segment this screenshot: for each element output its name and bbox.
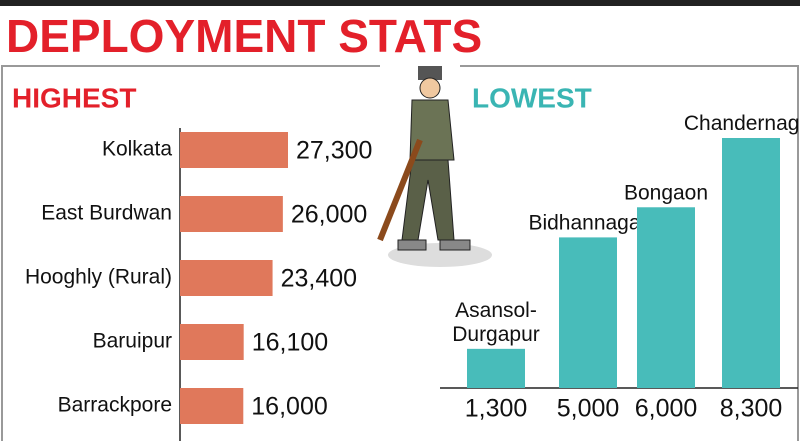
soldier-illustration [377, 66, 492, 267]
frame [1, 65, 799, 441]
section-title: HIGHEST [12, 82, 136, 113]
value-label: 26,000 [291, 201, 367, 229]
bar [180, 260, 273, 296]
category-label: Kolkata [102, 138, 172, 161]
value-label: 16,100 [252, 329, 328, 357]
value-label: 1,300 [465, 395, 528, 423]
page-title: DEPLOYMENT STATS [6, 10, 482, 62]
category-label: Hooghly (Rural) [25, 266, 172, 289]
value-label: 6,000 [635, 395, 698, 423]
bar [467, 348, 525, 388]
top-rule [0, 0, 800, 6]
value-label: 23,400 [281, 265, 357, 293]
category-label: Asansol-Durgapur [452, 298, 540, 345]
bar [722, 138, 780, 388]
bar [180, 132, 288, 168]
section-title: LOWEST [472, 82, 592, 113]
category-label: Bongaon [624, 181, 708, 204]
value-label: 16,000 [251, 393, 327, 421]
bar [180, 324, 244, 360]
category-label: Chandernagar [684, 112, 800, 135]
category-label: Bidhannagar [528, 211, 647, 234]
value-label: 27,300 [296, 137, 372, 165]
category-label: Barrackpore [58, 394, 172, 417]
bar [180, 196, 283, 232]
bar [180, 388, 244, 424]
bar [637, 207, 695, 388]
category-label: Baruipur [93, 330, 172, 353]
value-label: 5,000 [557, 395, 620, 423]
category-label: East Burdwan [41, 202, 172, 225]
bar [559, 237, 617, 388]
value-label: 8,300 [720, 395, 783, 423]
